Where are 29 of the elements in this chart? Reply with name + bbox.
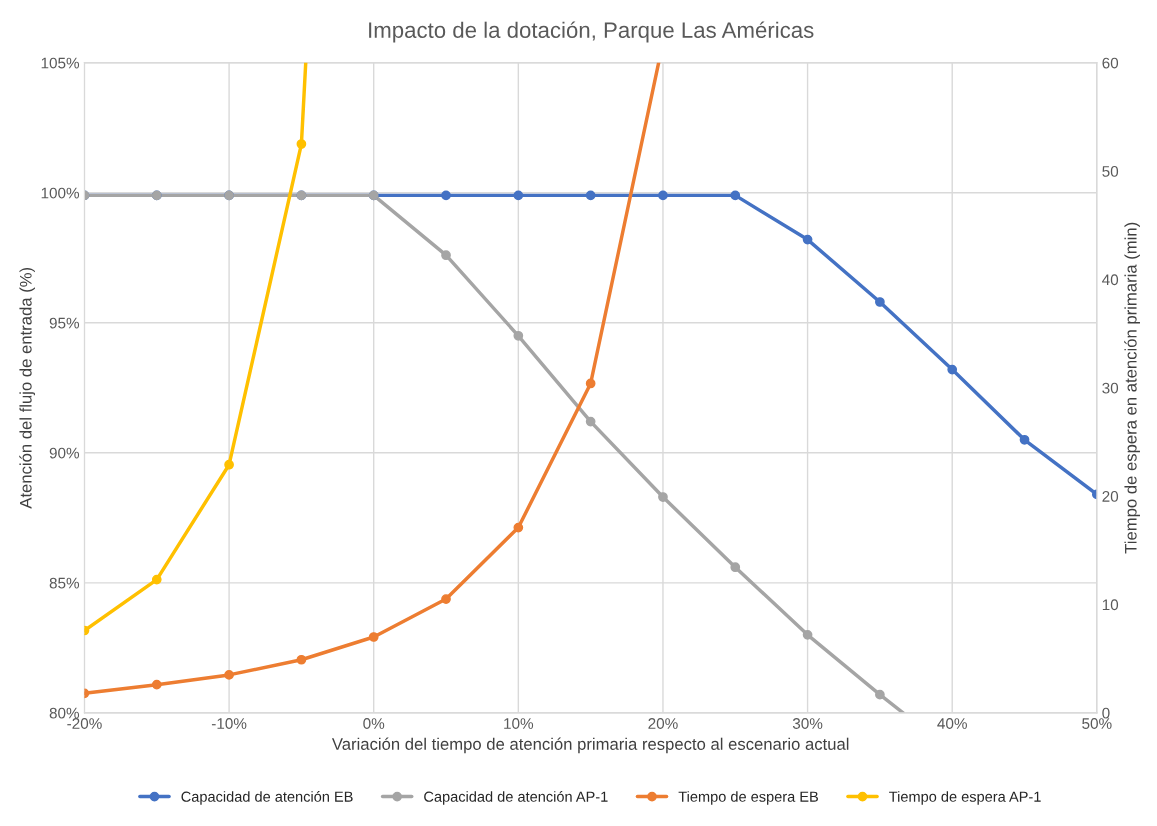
y-tick-label: 100% <box>41 187 80 199</box>
y2-tick-label: 0 <box>1102 707 1110 719</box>
y2-tick-label: 10 <box>1102 599 1119 611</box>
x-tick-label: 30% <box>792 718 823 729</box>
x-tick-label: 20% <box>648 718 678 729</box>
x-tick-label: 50% <box>1082 718 1112 729</box>
chart-title: Impacto de la dotación, Parque Las Américas <box>369 21 814 43</box>
y2-tick-label: 50 <box>1102 165 1119 177</box>
y-tick-label: 90% <box>49 447 80 459</box>
y2-tick-label: 20 <box>1102 491 1119 502</box>
x-tick-label: 40% <box>937 718 967 729</box>
y-axis-title: Atención del flujo de entrada (%) <box>19 267 35 509</box>
x-tick-label: 0% <box>363 718 385 729</box>
y-tick-label: 85% <box>49 577 80 589</box>
legend-label: Tiempo de espera AP-1 <box>889 791 1041 805</box>
legend-label: Tiempo de espera EB <box>678 791 818 805</box>
y2-tick-label: 60 <box>1102 57 1119 69</box>
y2-axis-title: Tiempo de espera en atención primaria (min) <box>1124 222 1140 554</box>
y-tick-label: 80% <box>49 707 80 719</box>
legend-label: Capacidad de atención AP-1 <box>424 790 608 805</box>
x-tick-label: -20% <box>67 718 102 729</box>
x-axis-title: Variación del tiempo de atención primaria respecto al escenario actual <box>331 737 849 754</box>
y2-tick-label: 30 <box>1102 382 1119 394</box>
y-tick-label: 95% <box>49 317 80 329</box>
y2-tick-label: 40 <box>1102 274 1119 286</box>
x-tick-label: -10% <box>211 718 247 729</box>
y-tick-label: 105% <box>41 57 80 69</box>
legend-label: Capacidad de atención EB <box>181 790 353 805</box>
x-tick-label: 10% <box>504 718 534 729</box>
